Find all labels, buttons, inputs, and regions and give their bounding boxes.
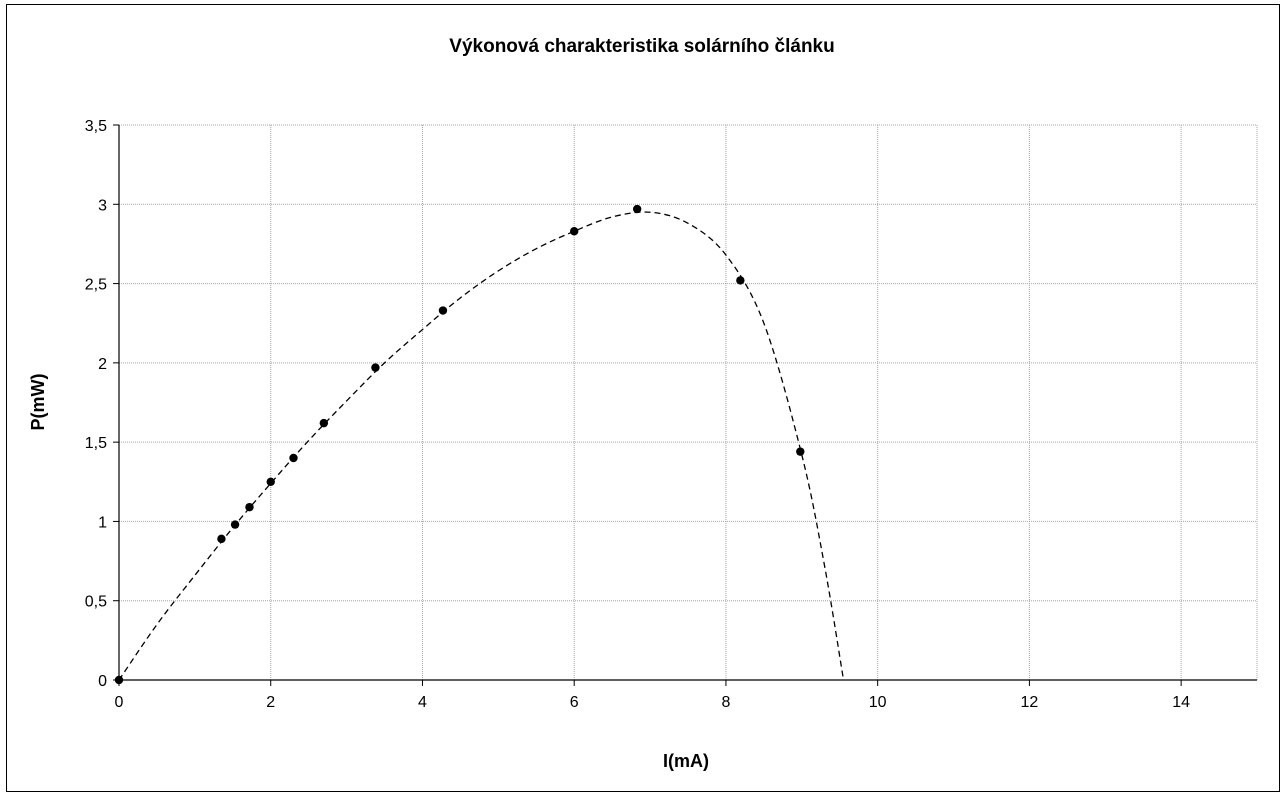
x-tick-label: 12 bbox=[1021, 694, 1039, 711]
x-tick-label: 10 bbox=[869, 694, 887, 711]
x-tick-label: 14 bbox=[1172, 694, 1190, 711]
chart-title: Výkonová charakteristika solárního článk… bbox=[449, 36, 834, 57]
x-tick-label: 2 bbox=[266, 694, 275, 711]
data-point bbox=[570, 227, 579, 236]
x-axis-title: I(mA) bbox=[663, 751, 709, 771]
chart-frame bbox=[6, 4, 1280, 792]
data-point bbox=[796, 447, 805, 456]
data-point bbox=[230, 520, 240, 529]
y-axis-title: P(mW) bbox=[28, 374, 48, 431]
y-tick-label: 2 bbox=[98, 356, 107, 373]
grid-lines bbox=[119, 124, 1258, 680]
data-point bbox=[266, 477, 275, 486]
y-tick-label: 3 bbox=[98, 197, 107, 214]
data-point bbox=[289, 453, 298, 463]
x-tick-label: 8 bbox=[721, 694, 730, 711]
x-tick-label: 0 bbox=[115, 694, 124, 711]
data-point bbox=[438, 306, 448, 315]
y-tick-label: 0,5 bbox=[85, 594, 107, 611]
data-point bbox=[319, 418, 329, 428]
y-tick-label: 2,5 bbox=[85, 277, 107, 294]
data-point bbox=[217, 534, 226, 544]
y-tick-label: 3,5 bbox=[85, 118, 107, 135]
data-point bbox=[371, 363, 380, 372]
data-point bbox=[114, 675, 124, 685]
y-tick-label: 1 bbox=[98, 514, 107, 531]
data-point bbox=[736, 276, 745, 285]
x-tick-label: 6 bbox=[570, 694, 579, 711]
x-tick-label: 4 bbox=[418, 694, 427, 711]
y-tick-label: 1,5 bbox=[85, 435, 107, 452]
y-tick-label: 0 bbox=[98, 673, 107, 690]
data-point bbox=[245, 502, 254, 512]
tick-labels: 0 0,5 1 1,5 2 2,5 3 3,5 0 2 4 6 8 10 12 14 bbox=[85, 118, 1190, 711]
trendline bbox=[118, 211, 845, 681]
data-points bbox=[114, 204, 805, 685]
axes bbox=[113, 124, 1257, 686]
data-point bbox=[632, 204, 642, 214]
